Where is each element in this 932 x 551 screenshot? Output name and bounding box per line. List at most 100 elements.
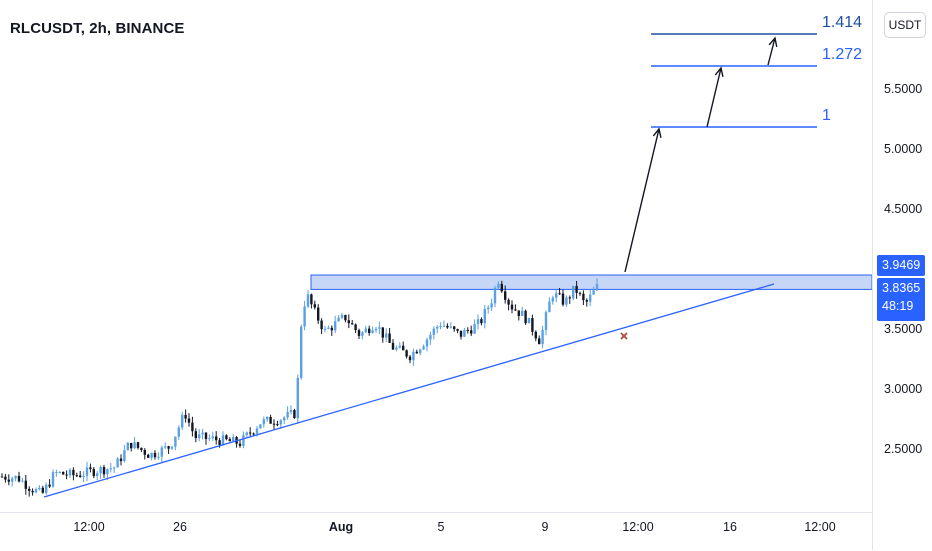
candle-body <box>272 423 276 425</box>
candle-body <box>534 331 537 339</box>
candle-body <box>266 416 269 420</box>
candle-body <box>402 345 405 351</box>
fib-level-1-label: 1 <box>822 107 831 124</box>
candle-body <box>170 446 174 449</box>
candle-body <box>187 418 191 423</box>
last-price-value: 3.8365 <box>882 281 921 295</box>
candle-body <box>55 472 58 474</box>
candle-body <box>41 487 44 493</box>
candle-body <box>276 424 279 426</box>
candle-body <box>106 469 109 475</box>
candle-body <box>89 467 92 470</box>
candle-body <box>405 350 408 357</box>
candle-body <box>184 414 187 419</box>
time-tick: 12:00 <box>804 520 836 534</box>
target-arrow-1 <box>624 128 660 273</box>
candle-body <box>300 326 303 378</box>
candle-body <box>551 297 554 302</box>
candle-body <box>337 317 340 322</box>
price-tick: 5.5000 <box>884 82 923 96</box>
candle-body <box>116 458 119 468</box>
candle-body <box>371 330 374 334</box>
candle-body <box>538 338 541 345</box>
target-arrow-3 <box>767 37 776 66</box>
candle-body <box>62 471 65 475</box>
chart-area[interactable] <box>0 0 873 512</box>
resistance-price-label: 3.9469 <box>877 255 926 276</box>
time-axis[interactable] <box>0 512 872 551</box>
candle-body <box>147 454 150 458</box>
candle-body <box>354 324 357 331</box>
candle-body <box>245 432 248 436</box>
candle-body <box>31 490 34 493</box>
candle-body <box>133 442 136 449</box>
candle-body <box>215 436 218 441</box>
price-tick: 2.5000 <box>884 442 923 456</box>
candle-body <box>123 450 126 462</box>
candle-body <box>259 424 262 429</box>
candle-body <box>320 320 323 330</box>
candle-body <box>303 306 306 327</box>
currency-button[interactable]: USDT <box>884 12 926 38</box>
candle-body <box>255 428 259 434</box>
candle-body <box>470 330 473 334</box>
candle-body <box>51 472 55 487</box>
candle-body <box>395 347 398 350</box>
candle-body <box>575 285 578 293</box>
price-tick: 3.5000 <box>884 322 923 336</box>
ascending-trendline <box>43 283 775 498</box>
candle-body <box>232 437 235 442</box>
candle-body <box>198 434 201 439</box>
candle-body <box>45 484 48 493</box>
bar-countdown: 48:19 <box>882 299 914 313</box>
candle-body <box>65 474 68 476</box>
last-price-label: 3.8365 48:19 <box>877 278 926 321</box>
candle-body <box>381 327 384 338</box>
candle-body <box>160 447 163 457</box>
candle-body <box>126 442 129 451</box>
candle-body <box>225 435 228 440</box>
candle-body <box>432 328 435 335</box>
candle-body <box>194 431 197 439</box>
candle-body <box>99 467 102 474</box>
candle-body <box>436 326 439 329</box>
candle-body <box>378 327 381 329</box>
candle-body <box>28 488 31 491</box>
candle-body <box>555 293 558 298</box>
candle-body <box>218 440 221 445</box>
candle-body <box>21 480 24 482</box>
candle-body <box>262 419 265 425</box>
resistance-zone <box>310 274 873 290</box>
symbol-title[interactable]: RLCUSDT, 2h, BINANCE <box>10 20 185 37</box>
candle-body <box>136 442 140 448</box>
candle-body <box>463 329 466 337</box>
candle-body <box>323 328 327 330</box>
candle-body <box>330 327 333 331</box>
candle-body <box>119 458 123 462</box>
price-tick: 5.0000 <box>884 142 923 156</box>
price-chart[interactable] <box>0 0 873 512</box>
candle-body <box>548 301 551 313</box>
candle-body <box>568 297 571 299</box>
time-tick: Aug <box>328 520 354 534</box>
candle-body <box>79 475 82 477</box>
candle-body <box>415 351 418 354</box>
candle-body <box>565 297 568 305</box>
candle-body <box>589 294 592 302</box>
price-tick: 4.5000 <box>884 202 923 216</box>
candle-body <box>459 330 463 337</box>
candle-body <box>143 449 146 455</box>
candle-body <box>521 310 524 316</box>
time-tick: 26 <box>173 520 187 534</box>
candle-body <box>500 283 503 292</box>
candle-body <box>177 427 180 437</box>
candle-body <box>340 314 344 318</box>
candle-body <box>201 432 204 435</box>
candle-body <box>228 439 231 442</box>
candle-body <box>7 479 10 482</box>
candle-body <box>150 452 153 458</box>
target-arrow-2-head <box>714 66 724 77</box>
candle-body <box>558 293 561 295</box>
time-tick: 12:00 <box>73 520 105 534</box>
candle-body <box>357 330 361 336</box>
